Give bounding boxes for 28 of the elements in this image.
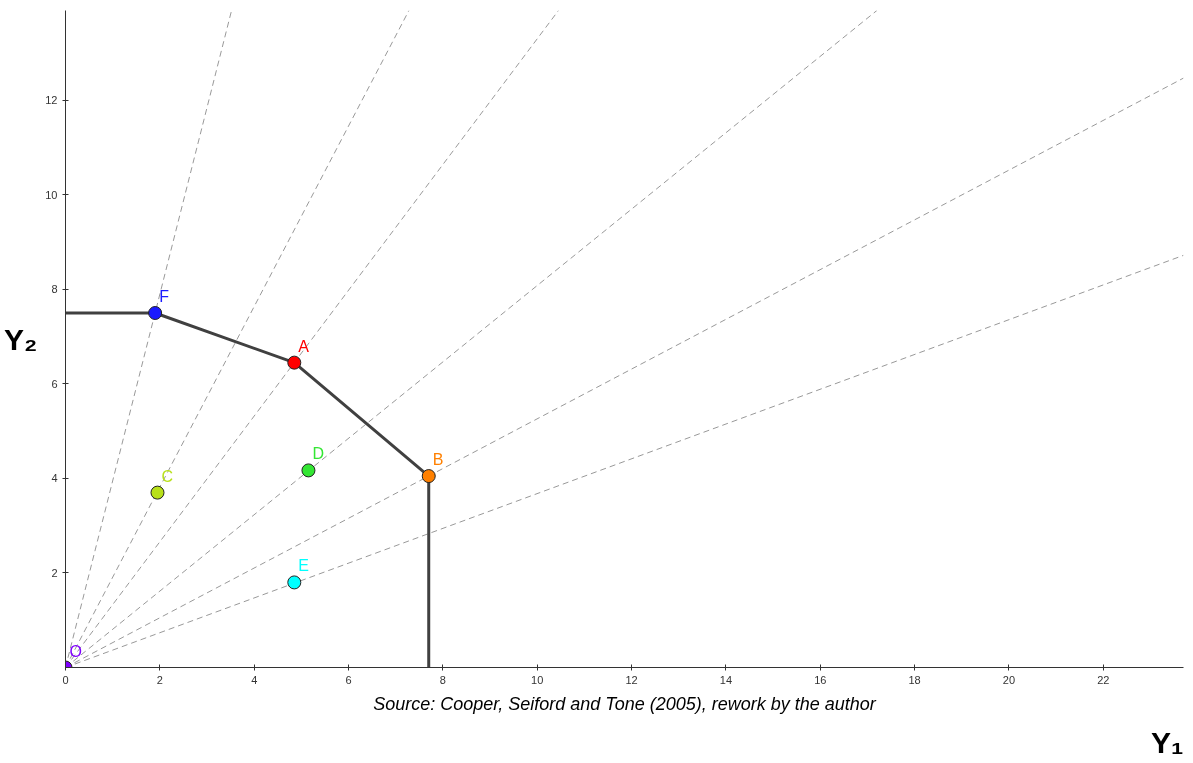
series-label: C bbox=[161, 467, 174, 485]
series-label: D bbox=[312, 445, 324, 463]
series-label: E bbox=[298, 557, 309, 575]
y-tick-label: 6 bbox=[51, 377, 58, 390]
y-tick-label: 2 bbox=[51, 566, 58, 579]
y-tick-label: 4 bbox=[51, 472, 58, 485]
x-tick-label: 12 bbox=[625, 673, 638, 686]
x-tick-label: 16 bbox=[814, 673, 827, 686]
y-axis-title: Y₂ bbox=[3, 322, 38, 356]
x-tick-label: 10 bbox=[531, 673, 544, 686]
x-tick-label: 2 bbox=[156, 673, 163, 686]
series-label: F bbox=[159, 288, 170, 305]
x-tick-label: 20 bbox=[1002, 673, 1016, 686]
y-tick-label: 8 bbox=[51, 283, 58, 296]
x-axis-title: Y₁ bbox=[1151, 725, 1184, 759]
x-tick-label: 18 bbox=[908, 673, 921, 686]
x-tick-label: 8 bbox=[439, 673, 446, 686]
x-tick-label: 6 bbox=[345, 673, 352, 686]
x-tick-label: 14 bbox=[719, 673, 733, 686]
x-tick-label: 22 bbox=[1097, 673, 1110, 686]
x-tick-label: 0 bbox=[62, 673, 69, 686]
series-label: O bbox=[69, 642, 82, 660]
source-note: Source: Cooper, Seiford and Tone (2005), rework by the author bbox=[373, 693, 877, 714]
series-label: B bbox=[432, 451, 444, 469]
y-tick-label: 10 bbox=[45, 188, 58, 201]
series-label: A bbox=[298, 337, 310, 355]
y-tick-label: 12 bbox=[45, 94, 58, 107]
x-tick-label: 4 bbox=[251, 673, 258, 686]
